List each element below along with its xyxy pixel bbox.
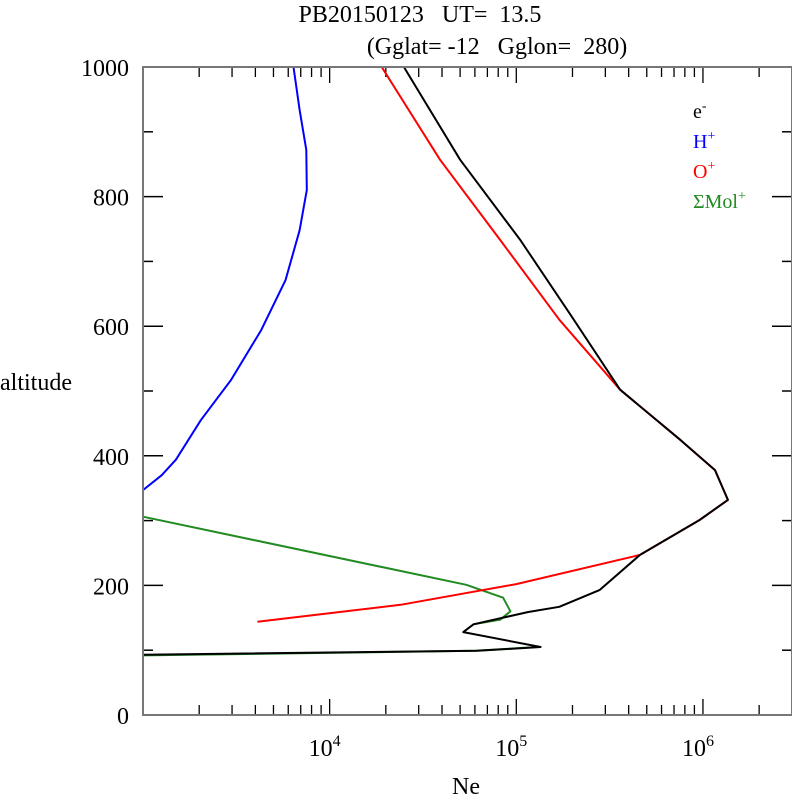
chart-title: PB20150123 UT= 13.5	[299, 2, 542, 28]
y-tick-label: 1000	[81, 56, 129, 82]
legend-entry: O+	[693, 159, 715, 183]
legend: e- H+ O+ ΣMol+	[693, 99, 746, 213]
x-axis-label: Ne	[452, 774, 480, 796]
chart-subtitle: (Gglat= -12 Gglon= 280)	[367, 34, 627, 60]
series-mol-plus-line	[142, 515, 512, 626]
x-tick-label: 106	[682, 733, 714, 762]
series-o-plus-line	[257, 66, 729, 623]
y-axis-label: altitude	[0, 370, 72, 396]
series-electron-line	[142, 66, 729, 656]
y-tick-label: 600	[93, 315, 129, 341]
legend-entry: ΣMol+	[693, 189, 746, 213]
y-tick-label: 200	[93, 574, 129, 600]
legend-entry: H+	[693, 129, 715, 153]
axes-frame	[142, 66, 792, 716]
y-tick-label: 400	[93, 445, 129, 471]
series-h-plus-line	[142, 66, 308, 491]
x-tick-label: 104	[309, 733, 341, 762]
y-tick-label: 0	[117, 704, 129, 730]
legend-entry: e-	[693, 99, 707, 123]
x-tick-label: 105	[495, 733, 527, 762]
y-tick-label: 800	[93, 186, 129, 212]
